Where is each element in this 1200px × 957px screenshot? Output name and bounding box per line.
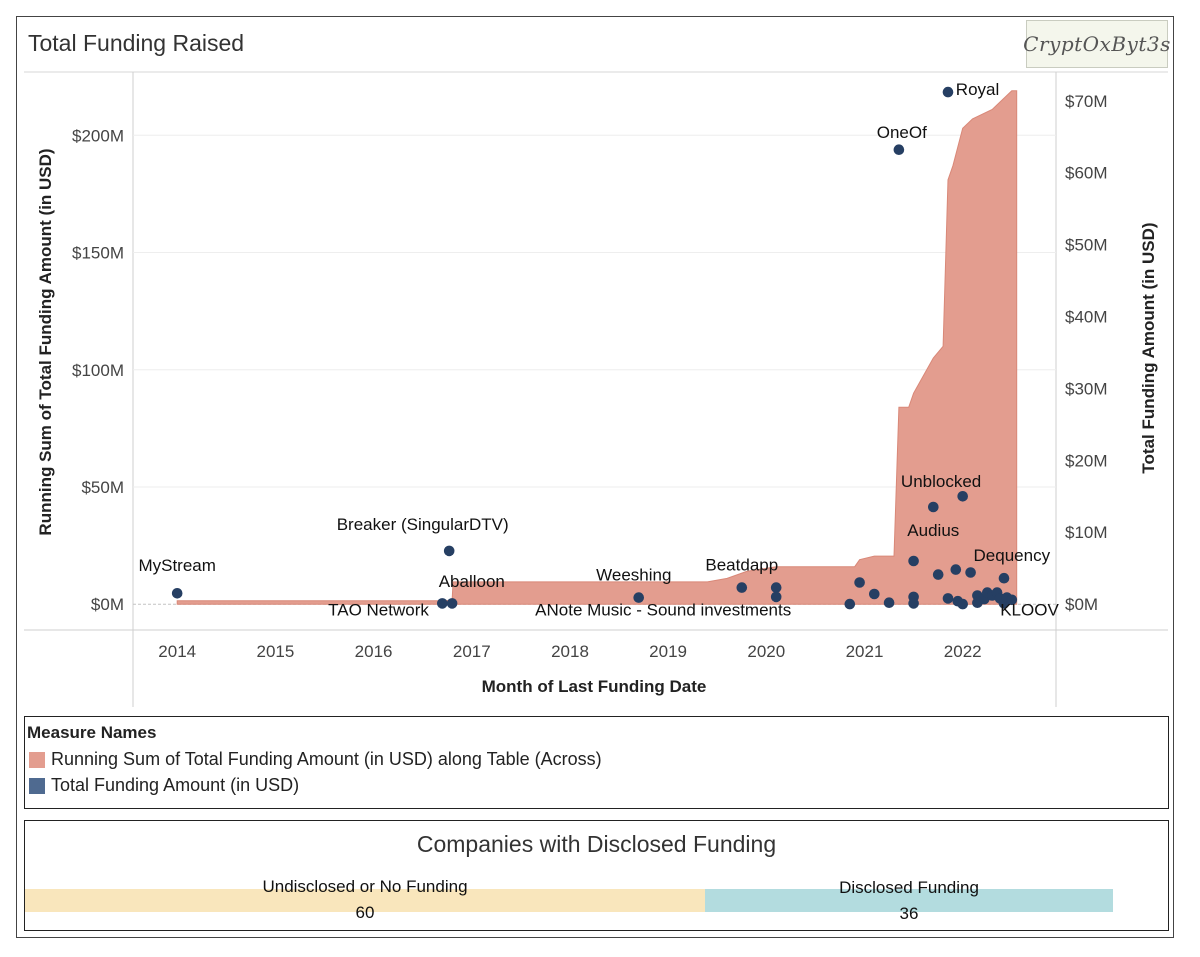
left-axis-title: Running Sum of Total Funding Amount (in … bbox=[36, 148, 55, 535]
left-tick-label: $0M bbox=[91, 595, 124, 614]
funding-point[interactable] bbox=[633, 592, 644, 603]
x-tick-label: 2015 bbox=[256, 642, 294, 661]
right-axis-title: Total Funding Amount (in USD) bbox=[1139, 222, 1158, 473]
legend-panel: Measure Names Running Sum of Total Fundi… bbox=[24, 716, 1169, 809]
legend-label-running-sum: Running Sum of Total Funding Amount (in … bbox=[51, 749, 602, 769]
funding-point[interactable] bbox=[844, 598, 856, 610]
undisclosed-funding-count: 60 bbox=[355, 903, 375, 922]
funding-point[interactable] bbox=[932, 569, 944, 580]
point-label: ANote Music - Sound investments bbox=[535, 601, 791, 620]
right-tick-label: $50M bbox=[1065, 236, 1108, 255]
x-tick-label: 2022 bbox=[944, 642, 982, 661]
x-tick-label: 2019 bbox=[649, 642, 687, 661]
funding-point[interactable] bbox=[446, 598, 458, 609]
running-sum-area[interactable] bbox=[176, 90, 1018, 605]
x-axis-ticks: 2014 2015 2016 2017 2018 2019 2020 2021 2022 bbox=[158, 642, 981, 661]
legend-swatch-total-funding bbox=[29, 777, 45, 794]
right-tick-label: $70M bbox=[1065, 92, 1108, 111]
x-tick-label: 2020 bbox=[747, 642, 785, 661]
right-tick-label: $60M bbox=[1065, 164, 1108, 183]
cryptoxbytes-logo: CryptOxByt3s bbox=[1023, 20, 1170, 68]
chart-title: Total Funding Raised bbox=[28, 30, 245, 56]
point-label: Weeshing bbox=[596, 565, 671, 584]
undisclosed-funding-label: Undisclosed or No Funding bbox=[262, 877, 468, 896]
right-tick-label: $30M bbox=[1065, 379, 1108, 398]
right-tick-label: $40M bbox=[1065, 308, 1108, 327]
funding-point[interactable] bbox=[908, 598, 919, 609]
left-tick-label: $150M bbox=[72, 244, 124, 263]
funding-point[interactable] bbox=[869, 588, 880, 600]
funding-point[interactable] bbox=[443, 545, 455, 557]
left-tick-label: $100M bbox=[72, 361, 124, 380]
funding-point[interactable] bbox=[928, 501, 939, 513]
funding-points bbox=[171, 86, 1018, 610]
funding-point[interactable] bbox=[854, 577, 865, 588]
point-label: Breaker (SingularDTV) bbox=[337, 515, 509, 534]
funding-point[interactable] bbox=[957, 491, 968, 502]
funding-point[interactable] bbox=[950, 564, 962, 575]
legend-title: Measure Names bbox=[27, 723, 157, 742]
point-label: Unblocked bbox=[901, 472, 981, 491]
disclosed-funding-label: Disclosed Funding bbox=[839, 878, 979, 897]
funding-point[interactable] bbox=[770, 582, 782, 593]
right-tick-label: $10M bbox=[1065, 523, 1108, 542]
point-label: TAO Network bbox=[328, 601, 429, 620]
funding-point[interactable] bbox=[1006, 594, 1018, 606]
funding-chart[interactable]: MyStream TAO Network Breaker (SingularDTV)… bbox=[0, 0, 1200, 710]
x-tick-label: 2018 bbox=[551, 642, 589, 661]
point-label: Aballoon bbox=[439, 572, 505, 591]
x-tick-label: 2016 bbox=[355, 642, 393, 661]
funding-point[interactable] bbox=[770, 591, 782, 603]
left-tick-label: $50M bbox=[81, 478, 124, 497]
legend-swatch-running-sum bbox=[29, 751, 45, 768]
point-label: Royal bbox=[956, 80, 999, 99]
point-annotations: MyStream TAO Network Breaker (SingularDTV)… bbox=[138, 80, 1059, 620]
x-tick-label: 2017 bbox=[453, 642, 491, 661]
point-label: MyStream bbox=[138, 556, 215, 575]
x-axis-title: Month of Last Funding Date bbox=[482, 677, 707, 696]
right-tick-label: $20M bbox=[1065, 451, 1108, 470]
summary-title: Companies with Disclosed Funding bbox=[416, 831, 777, 857]
disclosed-funding-bar[interactable] bbox=[705, 889, 1113, 912]
funding-point[interactable] bbox=[736, 582, 748, 593]
funding-point[interactable] bbox=[942, 593, 954, 604]
disclosed-funding-count: 36 bbox=[899, 904, 919, 923]
legend-item-running-sum[interactable]: Running Sum of Total Funding Amount (in … bbox=[29, 749, 602, 770]
funding-point[interactable] bbox=[942, 86, 954, 98]
legend-label-total-funding: Total Funding Amount (in USD) bbox=[51, 775, 300, 795]
funding-point[interactable] bbox=[437, 598, 448, 609]
funding-point[interactable] bbox=[883, 597, 895, 608]
left-tick-label: $200M bbox=[72, 126, 124, 145]
funding-point[interactable] bbox=[171, 588, 183, 599]
point-label: Dequency bbox=[974, 546, 1051, 565]
x-tick-label: 2014 bbox=[158, 642, 196, 661]
left-axis-ticks: $0M $50M $100M $150M $200M bbox=[72, 126, 124, 614]
point-label: KLOOV bbox=[1000, 601, 1059, 620]
point-label: Beatdapp bbox=[705, 555, 778, 574]
point-label: Audius bbox=[907, 521, 959, 540]
funding-point[interactable] bbox=[965, 567, 976, 578]
undisclosed-funding-bar[interactable] bbox=[25, 889, 705, 912]
right-tick-label: $0M bbox=[1065, 595, 1098, 614]
funding-point[interactable] bbox=[908, 555, 919, 567]
point-label: OneOf bbox=[877, 123, 927, 142]
dashboard-frame bbox=[16, 16, 1174, 938]
legend-item-total-funding[interactable]: Total Funding Amount (in USD) bbox=[29, 775, 299, 796]
funding-point[interactable] bbox=[957, 598, 968, 610]
funding-point[interactable] bbox=[998, 572, 1010, 584]
right-axis-ticks: $0M $10M $20M $30M $40M $50M $60M $70M bbox=[1065, 92, 1108, 614]
x-tick-label: 2021 bbox=[846, 642, 884, 661]
funding-point[interactable] bbox=[893, 144, 905, 155]
disclosed-funding-panel: Companies with Disclosed Funding Undiscl… bbox=[24, 820, 1169, 931]
running-sum-area-layer bbox=[176, 90, 1018, 605]
